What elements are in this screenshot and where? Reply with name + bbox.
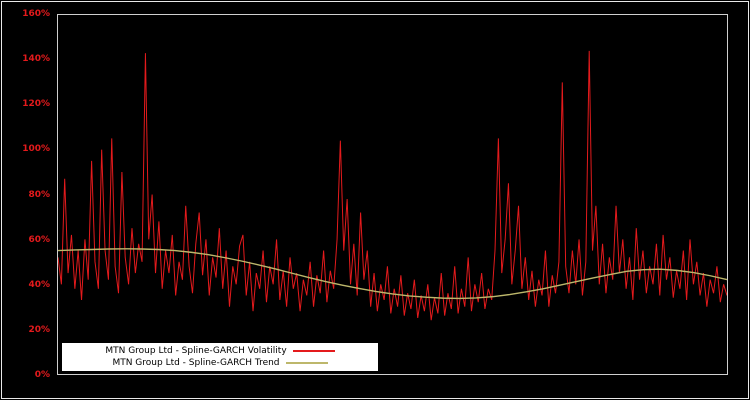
y-tick-label: 40%: [28, 279, 50, 290]
legend-label-volatility: MTN Group Ltd - Spline-GARCH Volatility: [105, 346, 287, 356]
y-tick-label: 20%: [28, 324, 50, 335]
y-tick-label: 0%: [34, 370, 50, 380]
chart-plot: [58, 50, 727, 321]
volatility-line: [58, 50, 727, 321]
legend-item-volatility: MTN Group Ltd - Spline-GARCH Volatility: [70, 345, 370, 357]
y-tick-label: 80%: [28, 189, 50, 200]
legend-line-sample-trend: [285, 362, 328, 364]
y-tick-label: 160%: [22, 9, 50, 19]
y-tick-label: 100%: [22, 144, 50, 155]
plot-area: MTN Group Ltd - Spline-GARCH Volatility …: [57, 14, 728, 375]
y-axis: 0% 20% 40% 60% 80% 100% 120% 140% 160%: [0, 0, 52, 400]
legend: MTN Group Ltd - Spline-GARCH Volatility …: [62, 343, 378, 371]
legend-item-trend: MTN Group Ltd - Spline-GARCH Trend: [70, 357, 370, 369]
y-tick-label: 140%: [22, 54, 50, 65]
legend-label-trend: MTN Group Ltd - Spline-GARCH Trend: [112, 358, 280, 368]
trend-line: [58, 248, 727, 300]
y-tick-label: 60%: [28, 234, 50, 245]
legend-line-sample-volatility: [292, 350, 335, 352]
y-tick-label: 120%: [22, 99, 50, 110]
